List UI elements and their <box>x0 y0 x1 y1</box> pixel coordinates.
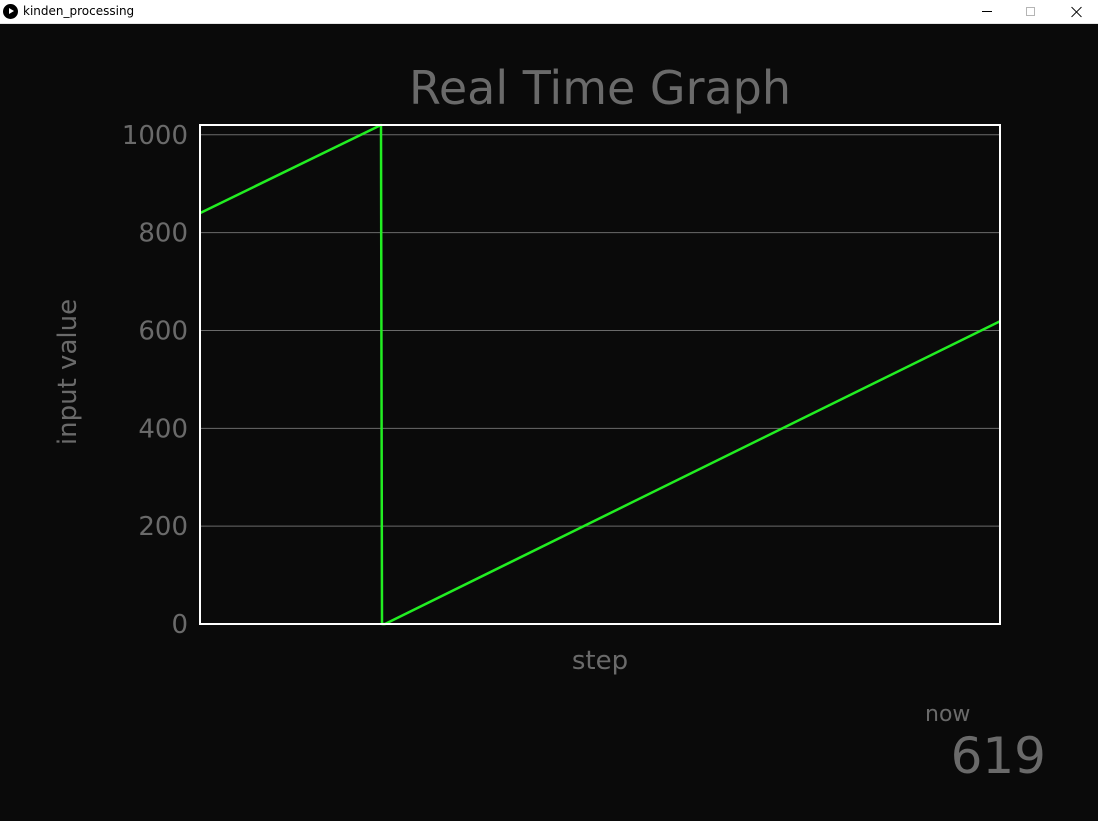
line-chart: 0 200 400 600 800 1000 <box>122 121 1001 640</box>
now-value: 619 <box>950 727 1046 785</box>
graph-title: Real Time Graph <box>408 61 792 115</box>
y-tick-label-400: 400 <box>138 414 188 444</box>
series-line-0 <box>199 123 1001 626</box>
y-tick-labels: 0 200 400 600 800 1000 <box>122 121 188 640</box>
x-axis-label: step <box>571 646 629 676</box>
now-label: now <box>925 702 971 727</box>
y-tick-label-1000: 1000 <box>122 121 188 151</box>
y-tick-label-600: 600 <box>138 316 188 346</box>
close-icon <box>1070 6 1082 18</box>
y-tick-label-800: 800 <box>138 219 188 249</box>
y-tick-label-200: 200 <box>138 512 188 542</box>
processing-app-icon <box>3 4 18 19</box>
window-title: kinden_processing <box>23 4 135 18</box>
minimize-button[interactable] <box>964 0 1010 23</box>
grid-lines <box>200 134 1000 527</box>
series-lines <box>199 123 1001 626</box>
maximize-icon <box>1025 7 1035 16</box>
maximize-button[interactable] <box>1007 0 1053 23</box>
window-titlebar: kinden_processing <box>0 0 1098 24</box>
minimize-icon <box>982 11 992 12</box>
sketch-canvas: Real Time Graph input value step 0 200 400… <box>0 24 1098 821</box>
plot-frame <box>199 124 1001 625</box>
close-button[interactable] <box>1053 0 1098 23</box>
y-tick-label-0: 0 <box>171 610 188 640</box>
